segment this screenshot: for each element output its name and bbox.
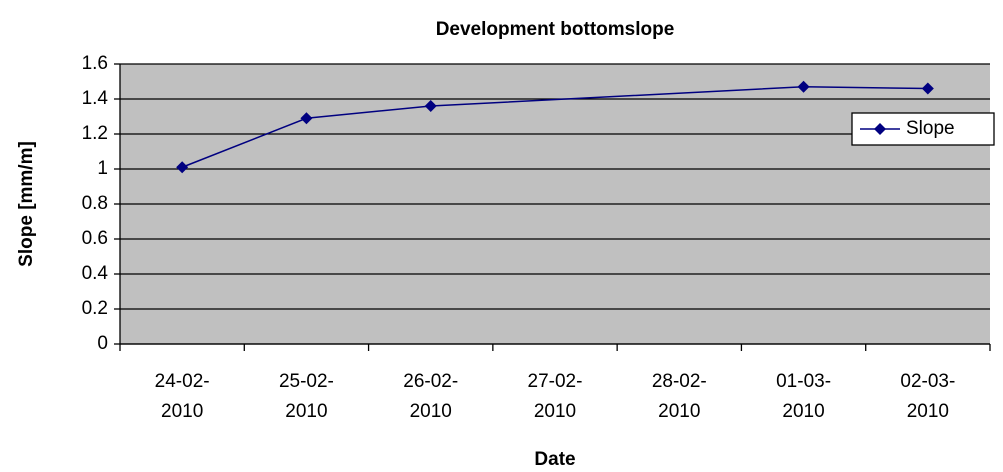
y-tick-label: 0.6 bbox=[82, 228, 108, 249]
y-tick-label: 0.4 bbox=[82, 263, 109, 284]
x-axis-title: Date bbox=[534, 449, 575, 470]
x-tick-label: 26-02-2010 bbox=[403, 371, 458, 422]
y-tick-label: 0 bbox=[97, 333, 108, 354]
x-tick-label: 25-02-2010 bbox=[279, 371, 334, 422]
chart-title: Development bottomslope bbox=[436, 19, 675, 40]
y-tick-label: 1.6 bbox=[82, 53, 108, 74]
marker bbox=[797, 80, 810, 93]
y-tick-label: 1.4 bbox=[82, 88, 109, 109]
marker bbox=[921, 82, 934, 95]
x-tick-label: 24-02-2010 bbox=[155, 371, 210, 422]
y-tick-label: 0.8 bbox=[82, 193, 108, 214]
x-tick-label: 28-02-2010 bbox=[652, 371, 707, 422]
y-axis-title: Slope [mm/m] bbox=[16, 141, 37, 267]
marker bbox=[424, 100, 437, 112]
legend-label: Slope bbox=[906, 118, 955, 139]
legend-marker bbox=[874, 123, 886, 135]
y-tick-label: 1 bbox=[97, 158, 108, 179]
x-tick-label: 02-03-2010 bbox=[900, 371, 955, 422]
y-tick-label: 0.2 bbox=[82, 298, 108, 319]
y-tick-label: 1.2 bbox=[82, 123, 108, 144]
x-tick-label: 01-03-2010 bbox=[776, 371, 831, 422]
marker bbox=[300, 112, 313, 125]
x-tick-label: 27-02-2010 bbox=[528, 371, 583, 422]
marker bbox=[176, 161, 189, 174]
